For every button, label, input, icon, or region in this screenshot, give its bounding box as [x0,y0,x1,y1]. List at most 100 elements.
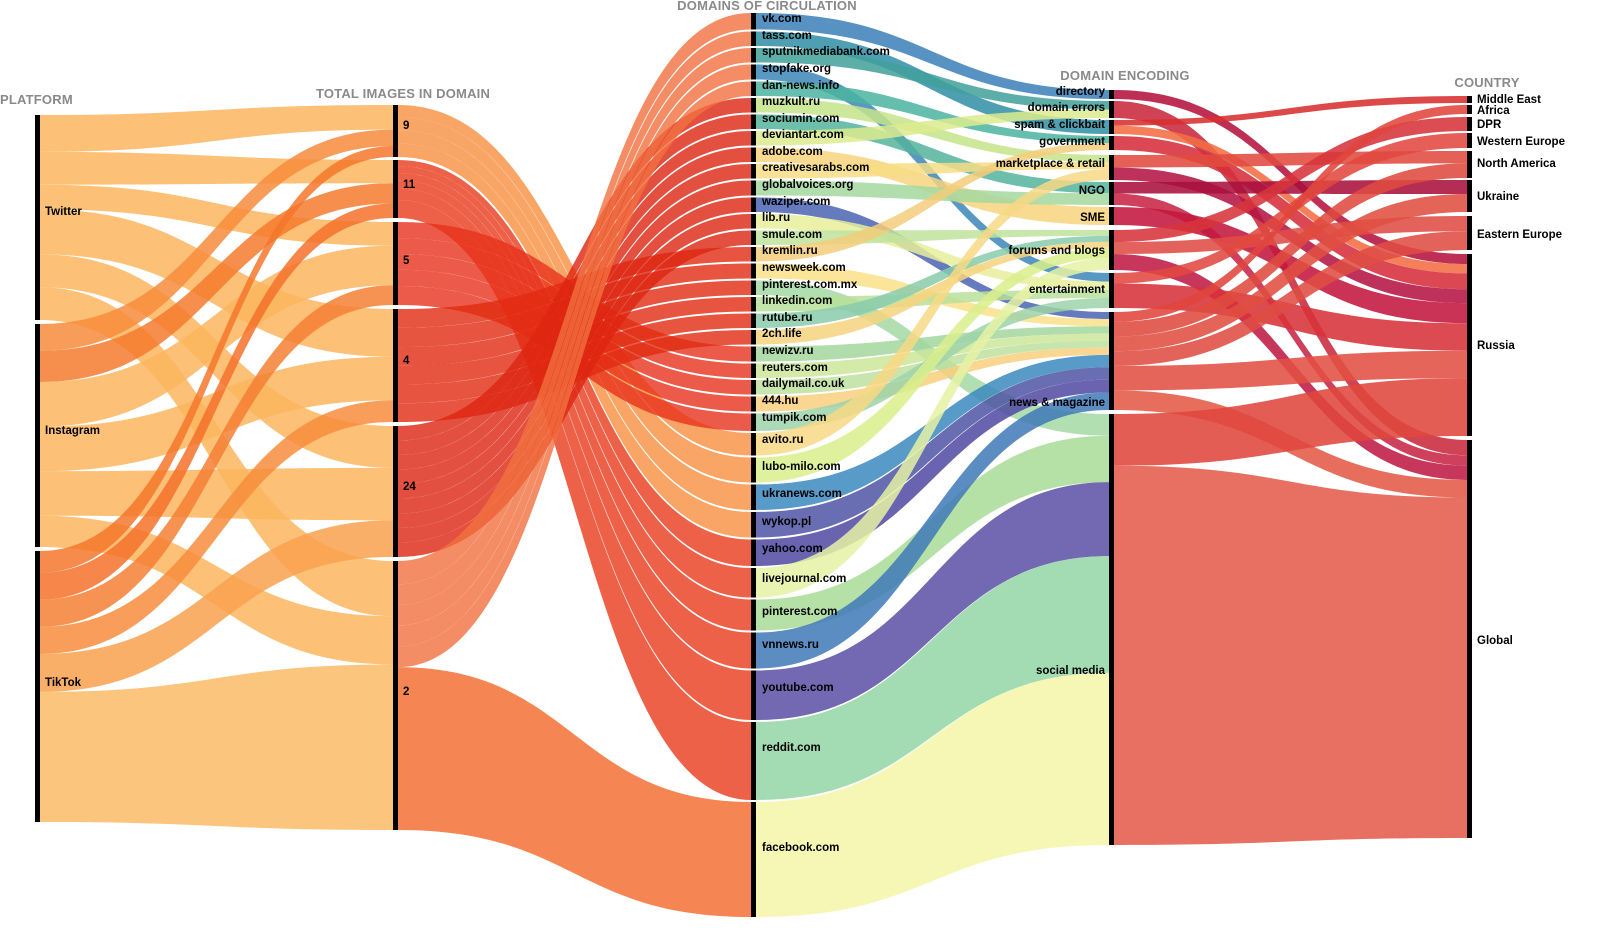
total-images-bar-5 [393,561,398,830]
flow-total-to-domain-6 [398,114,751,455]
domain-label-smule-com: smule.com [762,229,822,241]
domain-label-tass-com: tass.com [762,30,812,42]
column-title-platform: PLATFORM [0,92,73,107]
country-bar-middle-east [1467,96,1472,103]
encoding-label-social-media: social media [1036,665,1106,677]
domain-label-deviantart-com: deviantart.com [762,129,844,141]
flow-total-to-domain-34 [398,199,751,800]
country-label-russia: Russia [1477,340,1515,352]
domain-label-linkedin-com: linkedin.com [762,295,832,307]
platform-bar-instagram [35,324,40,547]
domain-label-lib-ru: lib.ru [762,212,790,224]
domain-bar-vnnews-ru [751,632,756,669]
platform-label-twitter: Twitter [45,206,82,218]
domain-bar-dailymail-co-uk [751,380,756,395]
encoding-label-domain-errors: domain errors [1028,102,1105,114]
country-label-global: Global [1477,635,1513,647]
total-images-bar-1 [393,160,398,218]
domain-bar-lubo-milo-com [751,457,756,483]
domain-bar-tass-com [751,31,756,46]
domain-label-pinterest-com: pinterest.com [762,606,837,618]
domain-bar-pinterest-com-mx [751,280,756,295]
flow-platform-to-total-15 [40,400,393,654]
country-label-north-america: North America [1477,158,1556,170]
domain-bar-livejournal-com [751,568,756,598]
domain-bar-vk-com [751,13,756,30]
encoding-label-directory: directory [1056,86,1106,98]
country-label-eastern-europe: Eastern Europe [1477,229,1562,241]
total-images-bar-0 [393,105,398,157]
flow-encoding-to-country-18 [1114,231,1467,366]
flow-platform-to-total-8 [40,245,393,427]
column-title-domains: DOMAINS OF CIRCULATION [677,0,857,13]
flow-domain-to-encoding-2 [756,48,1109,110]
domain-label-2ch-life: 2ch.life [762,328,802,340]
flow-encoding-to-country-9 [1114,207,1467,324]
flow-platform-to-total-6 [40,129,393,351]
flow-platform-to-total-10 [40,467,393,521]
platform-label-tiktok: TikTok [45,677,82,689]
domain-label-lubo-milo-com: lubo-milo.com [762,461,841,473]
total-images-label-4: 24 [403,481,416,493]
domain-bar-deviantart-com [751,131,756,146]
flow-total-to-domain-33 [398,188,751,721]
encoding-label-government: government [1039,136,1105,148]
domain-label-vk-com: vk.com [762,13,802,25]
domain-label-yahoo-com: yahoo.com [762,543,823,555]
domain-bar-kremlin-ru [751,247,756,262]
flow-total-to-domain-32 [398,180,751,669]
domain-bar-newsweek-com [751,263,756,279]
domain-label-creativesarabs-com: creativesarabs.com [762,162,869,174]
domain-label-vnnews-ru: vnnews.ru [762,639,819,651]
encoding-label-news-magazine: news & magazine [1009,397,1105,409]
country-bar-ukraine [1467,180,1472,212]
encoding-label-spam-clickbait: spam & clickbait [1014,119,1105,131]
domain-label-ukranews-com: ukranews.com [762,488,842,500]
domain-bar-youtube-com [751,670,756,720]
flow-domain-to-encoding-25 [756,169,1109,456]
domain-label-444-hu: 444.hu [762,395,798,407]
flow-domain-to-encoding-33 [756,482,1109,720]
domain-label-rutube-ru: rutube.ru [762,312,812,324]
domain-bar-linkedin-com [751,297,756,312]
total-images-label-2: 5 [403,255,410,267]
domain-label-facebook-com: facebook.com [762,842,839,854]
column-title-encoding: DOMAIN ENCODING [1060,68,1189,83]
flow-encoding-to-country-2 [1114,96,1467,126]
encoding-bar-directory [1109,90,1114,99]
flow-domain-to-encoding-19 [756,241,1109,345]
encoding-bar-spam-clickbait [1109,120,1114,134]
flow-encoding-to-country-21 [1114,378,1467,466]
flow-platform-to-total-14 [40,285,393,627]
domain-bar-ukranews-com [751,484,756,510]
country-label-dpr: DPR [1477,119,1502,131]
domain-label-waziper-com: waziper.com [761,196,830,208]
flow-total-to-domain-35 [398,667,751,917]
domain-bar-facebook-com [751,802,756,917]
domain-label-sociumin-com: sociumin.com [762,113,839,125]
country-label-western-europe: Western Europe [1477,136,1565,148]
domain-label-stopfake-org: stopfake.org [762,63,831,75]
total-images-bar-3 [393,309,398,422]
domain-bar-sociumin-com [751,114,756,129]
domain-label-newsweek-com: newsweek.com [762,262,846,274]
flow-platform-to-total-9 [40,356,393,472]
platform-bar-tiktok [35,551,40,822]
flow-total-to-domain-3 [398,64,751,647]
flow-domain-to-encoding-4 [756,81,1109,143]
domain-label-livejournal-com: livejournal.com [762,573,846,585]
domain-bar-reddit-com [751,722,756,800]
flow-platform-to-total-17 [40,664,393,830]
encoding-bar-marketplace-retail [1109,155,1114,180]
flow-domain-to-encoding-7 [756,109,1109,146]
flow-encoding-to-country-17 [1114,194,1467,352]
domain-label-muzkult-ru: muzkult.ru [762,96,820,108]
domain-bar-sputnikmediabank-com [751,48,756,63]
flow-domain-to-encoding-26 [756,247,1109,483]
flow-encoding-to-country-19 [1114,350,1467,391]
sankey-node-bars [35,13,1472,917]
domain-bar-pinterest-com [751,599,756,631]
encoding-label-sme: SME [1080,212,1105,224]
domain-bar-newizv-ru [751,346,756,362]
column-title-total-images: TOTAL IMAGES IN DOMAIN [316,86,490,101]
